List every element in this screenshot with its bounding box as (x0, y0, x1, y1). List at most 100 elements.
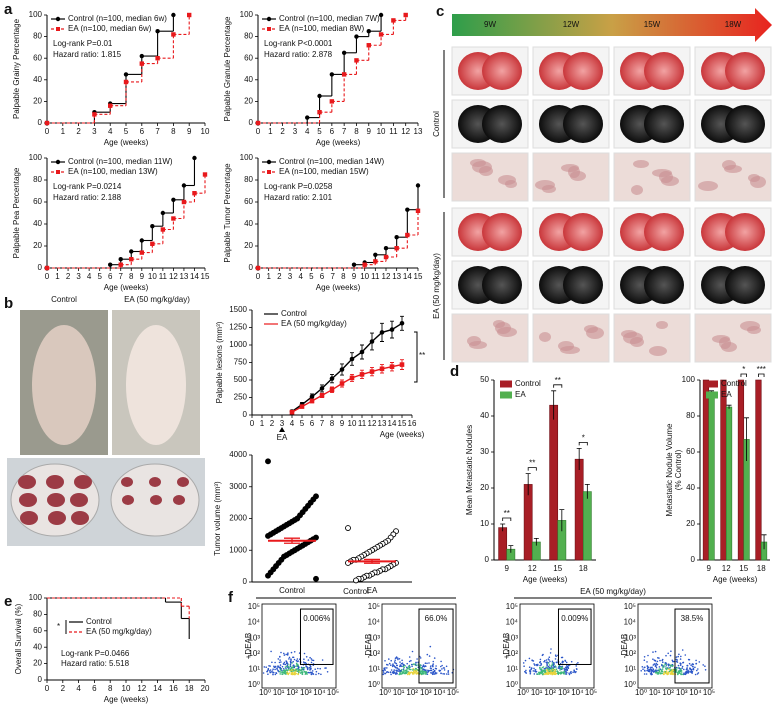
flow-x-tick-label: 10⁵ (327, 688, 339, 697)
photo-histology (750, 176, 766, 188)
flow-dot (394, 659, 397, 661)
panel-letter: d (450, 363, 459, 380)
flow-dot (565, 673, 567, 675)
flow-dot (282, 671, 284, 674)
flow-dot (426, 673, 429, 675)
flow-dot (294, 673, 296, 676)
annotation: Log-rank P=0.0214 (53, 182, 122, 191)
photo-histology (633, 160, 649, 168)
flow-x-tick-label: 10¹ (649, 688, 661, 697)
flow-dot (386, 663, 388, 666)
flow-dot (545, 669, 548, 671)
x-tick-label: 14 (190, 272, 199, 281)
legend-swatch (500, 391, 512, 399)
x-tick-label: 2 (277, 272, 282, 281)
y-tick-label: 0 (243, 410, 248, 419)
x-tick-label: 4 (87, 272, 92, 281)
legend-label: Control (721, 379, 747, 388)
legend-label: EA (n=100, median 15W) (279, 167, 369, 176)
flow-dot (545, 659, 548, 661)
flow-dot (392, 671, 394, 674)
flow-dot (565, 666, 567, 669)
y-tick-label: 0 (485, 555, 490, 564)
x-tick-label: 10 (201, 127, 210, 136)
point (181, 183, 187, 188)
flow-dot (661, 672, 663, 675)
flow-dot (266, 670, 268, 673)
point (265, 458, 271, 465)
photo-lung (725, 105, 765, 143)
flow-dot (293, 666, 296, 669)
photo-tile (451, 313, 529, 363)
flow-dot (297, 666, 300, 669)
x-tick-label: 7 (155, 127, 160, 136)
error-bar (500, 523, 506, 532)
flow-dot (536, 673, 539, 675)
photo-lung (644, 105, 684, 143)
flow-dot (646, 661, 648, 663)
x-tick-label: 5 (309, 272, 314, 281)
flow-dot (431, 673, 434, 676)
x-tick-label: 3 (280, 419, 285, 428)
flow-dot (293, 658, 296, 661)
bar (549, 404, 559, 561)
flow-dot (670, 670, 673, 673)
y-tick-label: 20 (33, 241, 42, 250)
flow-dot (398, 673, 401, 676)
flow-dot (421, 668, 423, 670)
flow-dot (550, 665, 552, 667)
flow-dot (279, 656, 281, 658)
y-axis-label: Palpable Pea Percentage (12, 167, 21, 258)
photo-tumor (70, 493, 88, 507)
flow-dot (406, 666, 408, 669)
x-axis-label: Age (weeks) (316, 283, 361, 292)
flow-dot (314, 668, 317, 670)
point (405, 232, 410, 238)
legend-label: EA (n=100, median 6w) (68, 24, 152, 33)
group-label: Control (432, 111, 441, 137)
x-axis-label: Age (weeks) (713, 575, 758, 584)
x-tick-label: 10 (348, 419, 357, 428)
flow-dot (325, 667, 327, 669)
flow-dot (692, 668, 695, 671)
flow-dot (540, 671, 542, 673)
flow-dot (415, 661, 417, 664)
photo-body (32, 325, 96, 445)
flow-dot (315, 670, 318, 673)
flow-dot (691, 665, 694, 668)
y-tick-label: 30 (480, 447, 489, 456)
flow-y-tick-label: 10² (368, 649, 380, 658)
photo-tumor (47, 493, 65, 507)
sig-bracket (414, 331, 418, 383)
x-tick-label: 8 (330, 419, 335, 428)
photo-tile (451, 152, 529, 202)
x-tick-label: 10 (122, 684, 131, 693)
x-tick-label: 0 (45, 127, 50, 136)
error-bar (364, 558, 380, 564)
flow-gate (557, 608, 592, 665)
flow-dot (681, 665, 684, 668)
photo-lung (644, 266, 684, 304)
flow-dot (390, 664, 392, 666)
x-tick-label: 14 (388, 419, 397, 428)
flow-dot (541, 672, 543, 675)
flow-x-tick-label: 10⁰ (635, 688, 647, 697)
x-tick-label: 13 (392, 272, 401, 281)
bar (737, 379, 745, 561)
flow-dot (690, 668, 693, 671)
flow-dot (300, 669, 302, 672)
x-tick-label: 11 (358, 419, 367, 428)
flow-dot (427, 670, 430, 673)
flow-dot (289, 668, 292, 671)
photo-tumor (71, 511, 89, 525)
point (139, 250, 144, 255)
legend-label: EA (n=100, median 13W) (68, 167, 158, 176)
photo-tumor (122, 495, 134, 505)
x-tick-label: 5 (317, 127, 322, 136)
panel-letter: b (4, 295, 13, 312)
flow-dot (297, 664, 300, 667)
y-tick-label: 0 (38, 118, 43, 127)
flow-dot (305, 656, 308, 658)
flow-x-tick-label: 10⁰ (259, 688, 271, 697)
flow-dot (278, 666, 281, 669)
